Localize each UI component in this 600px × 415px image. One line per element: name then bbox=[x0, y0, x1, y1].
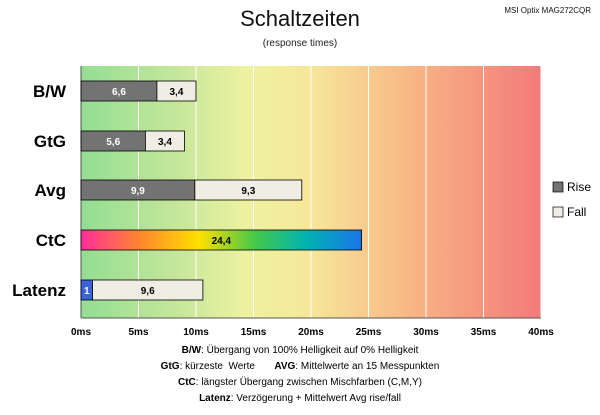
legend-swatch-rise bbox=[552, 181, 564, 193]
data-label: 1 bbox=[84, 286, 90, 297]
x-tick-label: 30ms bbox=[413, 327, 439, 338]
category-label: Latenz bbox=[12, 281, 66, 300]
category-label: B/W bbox=[33, 82, 67, 101]
x-tick-label: 10ms bbox=[183, 327, 209, 338]
legend-label-fall: Fall bbox=[567, 205, 586, 219]
bar-segment bbox=[144, 130, 185, 152]
data-label: 3,4 bbox=[158, 137, 172, 148]
note-bw: B/W: Übergang von 100% Helligkeit auf 0%… bbox=[182, 344, 419, 356]
notes: B/W: Übergang von 100% Helligkeit auf 0%… bbox=[161, 344, 440, 404]
note-latenz: Latenz: Verzögerung + Mittelwert Avg ris… bbox=[199, 393, 401, 404]
data-label: 24,4 bbox=[212, 236, 232, 247]
monitor-model: MSI Optix MAG272CQR bbox=[504, 6, 591, 15]
x-tick-label: 0ms bbox=[71, 327, 91, 338]
x-tick-label: 25ms bbox=[356, 327, 382, 338]
bars: 6,6 3,4 5,6 3,4 9,9 9,3 24,4 1 9,6 bbox=[80, 80, 363, 301]
data-label: 9,9 bbox=[131, 186, 145, 197]
bar-segment bbox=[156, 80, 197, 102]
x-tick-label: 20ms bbox=[298, 327, 324, 338]
data-label: 9,6 bbox=[141, 286, 155, 297]
legend: Rise Fall bbox=[552, 180, 591, 219]
data-label: 5,6 bbox=[106, 137, 120, 148]
x-tick-label: 35ms bbox=[471, 327, 497, 338]
legend-label-rise: Rise bbox=[567, 180, 591, 194]
bar-segment bbox=[194, 179, 303, 201]
note-ctc: CtC: längster Übergang zwischen Mischfar… bbox=[178, 376, 422, 388]
x-tick-label: 5ms bbox=[128, 327, 148, 338]
category-label: GtG bbox=[34, 132, 66, 151]
legend-swatch-fall bbox=[552, 206, 564, 218]
category-labels: B/W GtG Avg CtC Latenz bbox=[12, 82, 67, 300]
note-gtg-avg: GtG: kürzeste Werte AVG: Mittelwerte an … bbox=[161, 361, 440, 372]
x-tick-label: 15ms bbox=[241, 327, 267, 338]
category-label: Avg bbox=[35, 181, 67, 200]
data-label: 6,6 bbox=[112, 87, 126, 98]
data-label: 9,3 bbox=[241, 186, 255, 197]
chart-subtitle: (response times) bbox=[263, 38, 337, 49]
x-tick-label: 40ms bbox=[528, 327, 554, 338]
bar-segment bbox=[80, 229, 363, 251]
category-label: CtC bbox=[36, 231, 66, 250]
bar-segment bbox=[92, 279, 204, 301]
chart-title: Schaltzeiten bbox=[240, 6, 360, 31]
x-tick-labels: 0ms 5ms 10ms 15ms 20ms 25ms 30ms 35ms 40ms bbox=[71, 327, 554, 338]
data-label: 3,4 bbox=[169, 87, 183, 98]
